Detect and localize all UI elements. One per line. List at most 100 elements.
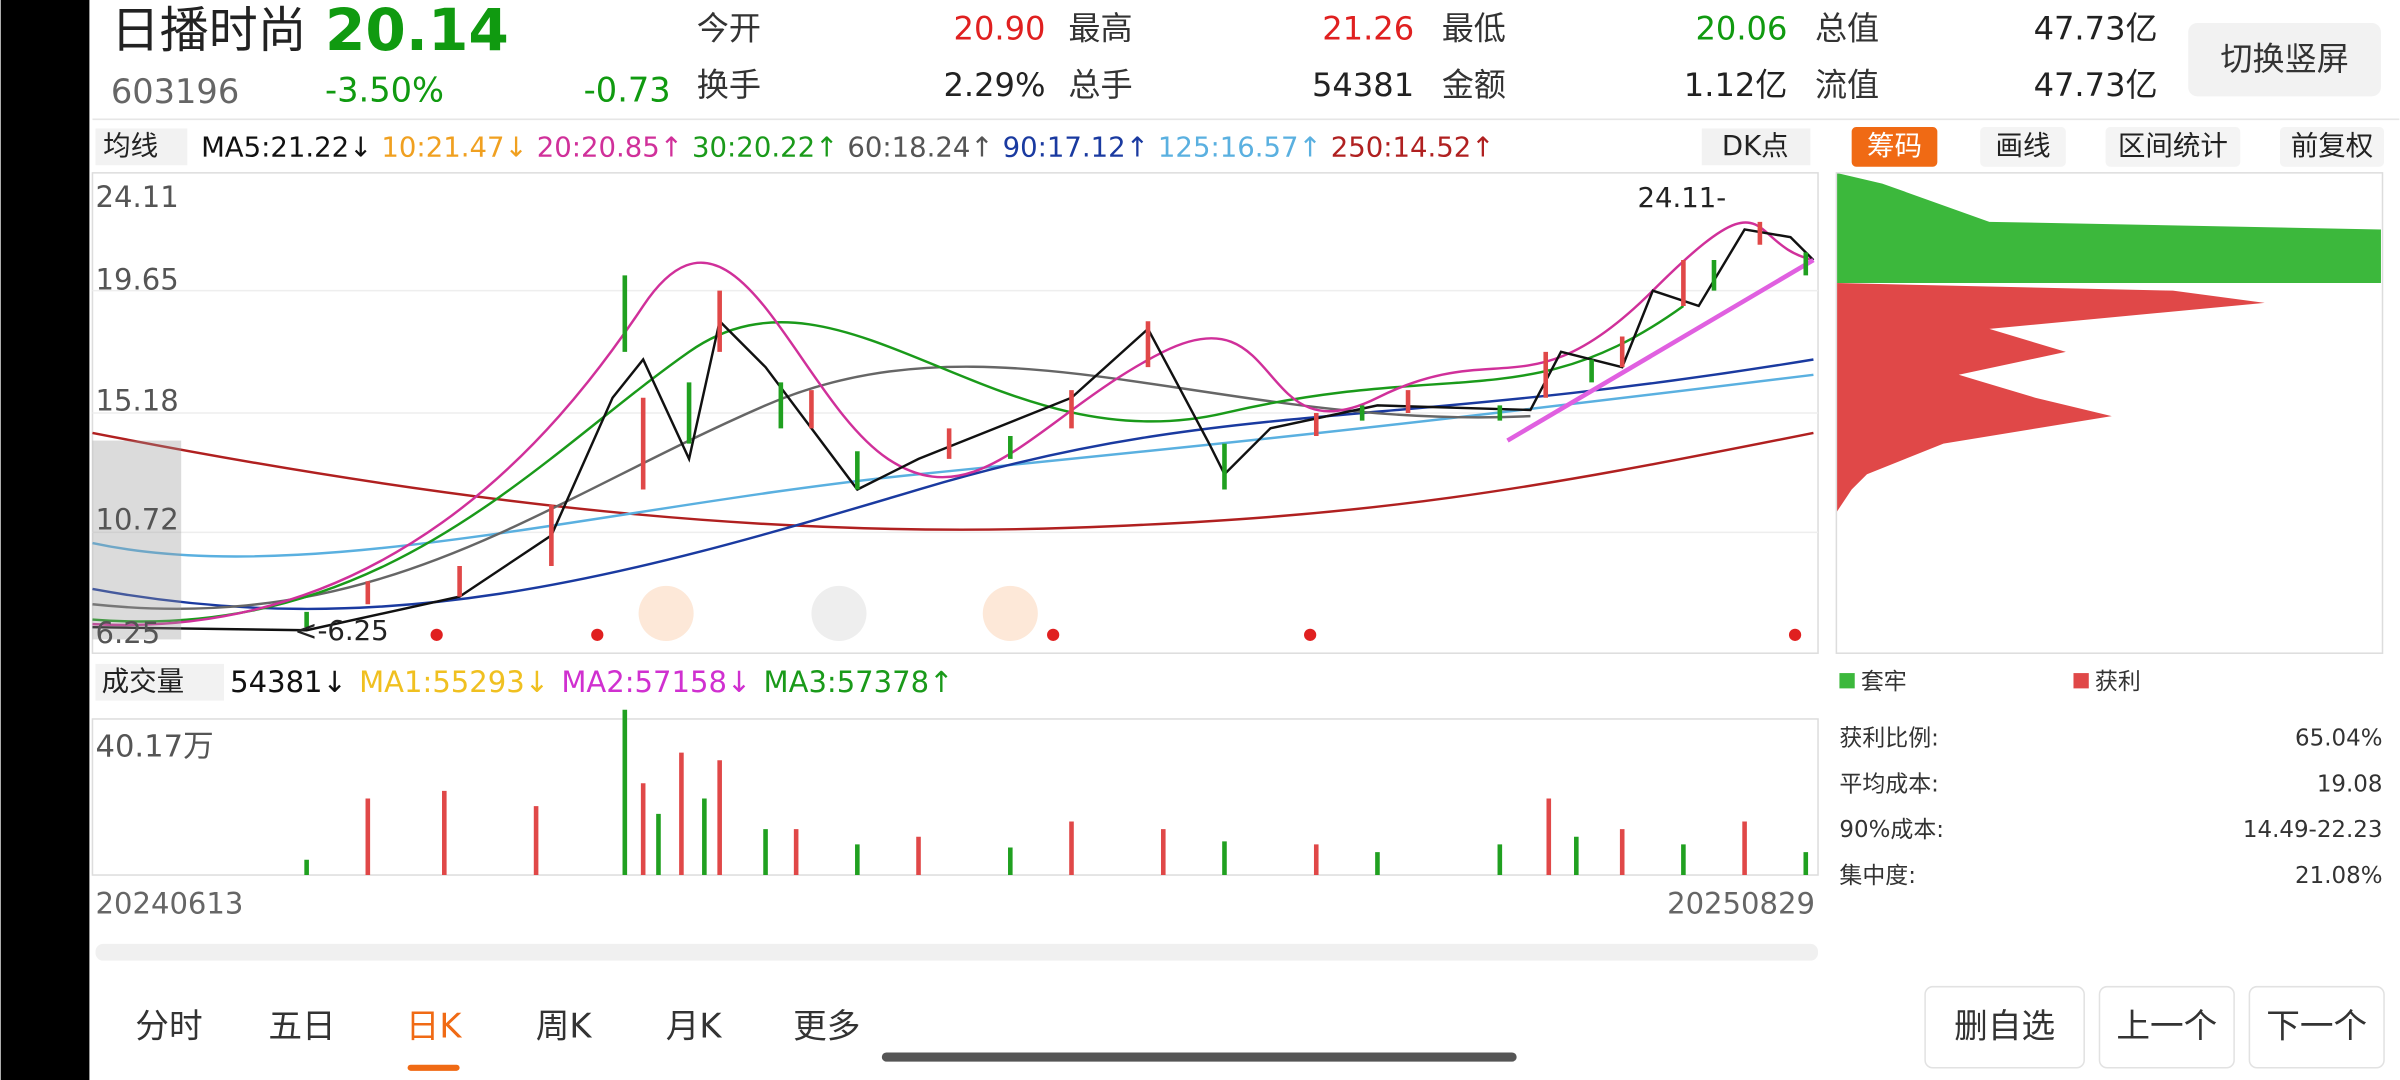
quote-label: 总手 <box>1068 66 1132 104</box>
nav-button[interactable]: 下一个 <box>2266 1006 2367 1045</box>
quote-value: 54381 <box>1312 66 1414 104</box>
side-handle[interactable] <box>92 440 182 640</box>
end-date: 20250829 <box>1667 887 1815 921</box>
stat-label: 集中度: <box>1839 863 1916 889</box>
stat-value: 21.08% <box>2295 863 2382 889</box>
left-bezel <box>0 0 90 1080</box>
ma-value: 20:20.85↑ <box>537 131 683 163</box>
quote-value: 2.29% <box>943 66 1045 104</box>
active-underline <box>407 1064 460 1071</box>
volume-value: MA1:55293↓ <box>359 665 549 699</box>
stat-label: 平均成本: <box>1839 771 1938 797</box>
stat-value: 14.49-22.23 <box>2243 817 2383 843</box>
nav-button-box[interactable] <box>1924 985 2085 1069</box>
quote-value: 47.73亿 <box>2034 66 2158 104</box>
panel-tab: 画线 <box>1995 130 2050 162</box>
panel-tab: 前复权 <box>2291 130 2374 162</box>
ma-value: 10:21.47↓ <box>381 131 527 163</box>
panel-tab: 筹码 <box>1867 130 1922 162</box>
start-date: 20240613 <box>96 887 244 921</box>
period-tab[interactable]: 分时 <box>135 1006 202 1045</box>
period-tab[interactable]: 日K <box>406 1006 463 1045</box>
volume-value: MA2:57158↓ <box>561 665 751 699</box>
quote-label: 金额 <box>1442 66 1506 104</box>
nav-button-box[interactable] <box>2098 985 2235 1069</box>
volume-bars <box>304 709 1809 876</box>
quote-label: 最低 <box>1442 10 1506 48</box>
stat-value: 19.08 <box>2317 771 2383 797</box>
legend-swatch <box>1839 673 1855 689</box>
prev-button[interactable] <box>638 585 694 641</box>
period-tab[interactable]: 五日 <box>268 1006 335 1045</box>
stat-value: 65.04% <box>2295 725 2382 751</box>
legend-swatch <box>2073 673 2089 689</box>
quote-value: 20.06 <box>1695 10 1787 48</box>
stat-label: 获利比例: <box>1839 725 1938 751</box>
quote-value: 47.73亿 <box>2034 10 2158 48</box>
chip-panel <box>1835 172 2384 654</box>
dk-box[interactable] <box>1701 128 1811 166</box>
high-annotation: 24.11- <box>1638 182 1727 214</box>
nav-button[interactable]: 上一个 <box>2116 1006 2217 1045</box>
price-label: 24.11 <box>96 180 179 214</box>
zoom-button[interactable] <box>982 585 1038 641</box>
period-tab[interactable]: 月K <box>666 1006 723 1045</box>
ma-value: MA5:21.22↓ <box>201 131 372 163</box>
volume-axis-label: 40.17万 <box>96 730 214 765</box>
ma-value: 125:16.57↑ <box>1158 131 1322 163</box>
rotate-button: 切换竖屏 <box>2220 40 2348 78</box>
volume-panel <box>91 718 1819 876</box>
dynamic-layer: 日播时尚 20.14 603196 -3.50% -0.73 今开 20.90 最高 21.26… <box>95 0 2385 1071</box>
rotate-button-bg[interactable] <box>2188 22 2381 97</box>
quote-value: 21.26 <box>1322 10 1414 48</box>
volume-menu-box[interactable] <box>95 663 225 701</box>
chip-trapped <box>1836 172 2381 284</box>
volume-menu: 成交量 <box>102 665 185 697</box>
period-tab[interactable]: 更多 <box>793 1006 860 1045</box>
stat-label: 90%成本: <box>1839 817 1944 843</box>
volume-value: 54381↓ <box>230 665 347 699</box>
quote-label: 今开 <box>697 10 761 48</box>
low-annotation: <-6.25 <box>294 615 388 647</box>
price: 20.14 <box>325 0 509 64</box>
quote-value: 1.12亿 <box>1684 66 1788 104</box>
next-button[interactable] <box>811 585 867 641</box>
candles-up <box>365 221 1763 605</box>
chip-profit <box>1836 283 2265 513</box>
signal-dots <box>430 628 1802 641</box>
panel-tab-box[interactable] <box>1851 126 1938 167</box>
nav-button-box[interactable] <box>2248 985 2385 1069</box>
candles-down <box>304 252 1809 628</box>
price-label: 19.65 <box>96 262 179 296</box>
ma-menu: 均线 <box>103 130 158 162</box>
quote-label: 总值 <box>1815 10 1879 48</box>
price-label: 15.18 <box>96 383 179 417</box>
quote-value: 20.90 <box>954 10 1046 48</box>
volume-value: MA3:57378↑ <box>764 665 954 699</box>
nav-button[interactable]: 删自选 <box>1954 1006 2055 1045</box>
price-grid <box>92 289 1819 534</box>
change: -0.73 <box>584 70 671 109</box>
panel-tab-box[interactable] <box>2280 126 2385 167</box>
dk-button: DK点 <box>1722 130 1789 162</box>
ma-menu-box[interactable] <box>95 128 188 166</box>
change-pct: -3.50% <box>325 70 444 109</box>
stock-code: 603196 <box>111 72 239 111</box>
legend-label: 套牢 <box>1861 669 1907 695</box>
ma-value: 60:18.24↑ <box>847 131 993 163</box>
panel-tab-box[interactable] <box>1980 126 2066 167</box>
period-tab[interactable]: 周K <box>536 1006 593 1045</box>
home-indicator <box>881 1052 1517 1062</box>
panel-tab: 区间统计 <box>2118 130 2228 162</box>
ma-value: 30:20.22↑ <box>692 131 838 163</box>
ma-value: 250:14.52↑ <box>1331 131 1495 163</box>
legend-label: 获利 <box>2095 669 2141 695</box>
ma-lines <box>92 221 1815 632</box>
stock-name: 日播时尚 <box>111 2 307 59</box>
scrollbar[interactable] <box>95 943 1819 961</box>
quote-label: 最高 <box>1068 10 1132 48</box>
ma-value: 90:17.12↑ <box>1003 131 1149 163</box>
panel-tab-box[interactable] <box>2105 126 2241 167</box>
